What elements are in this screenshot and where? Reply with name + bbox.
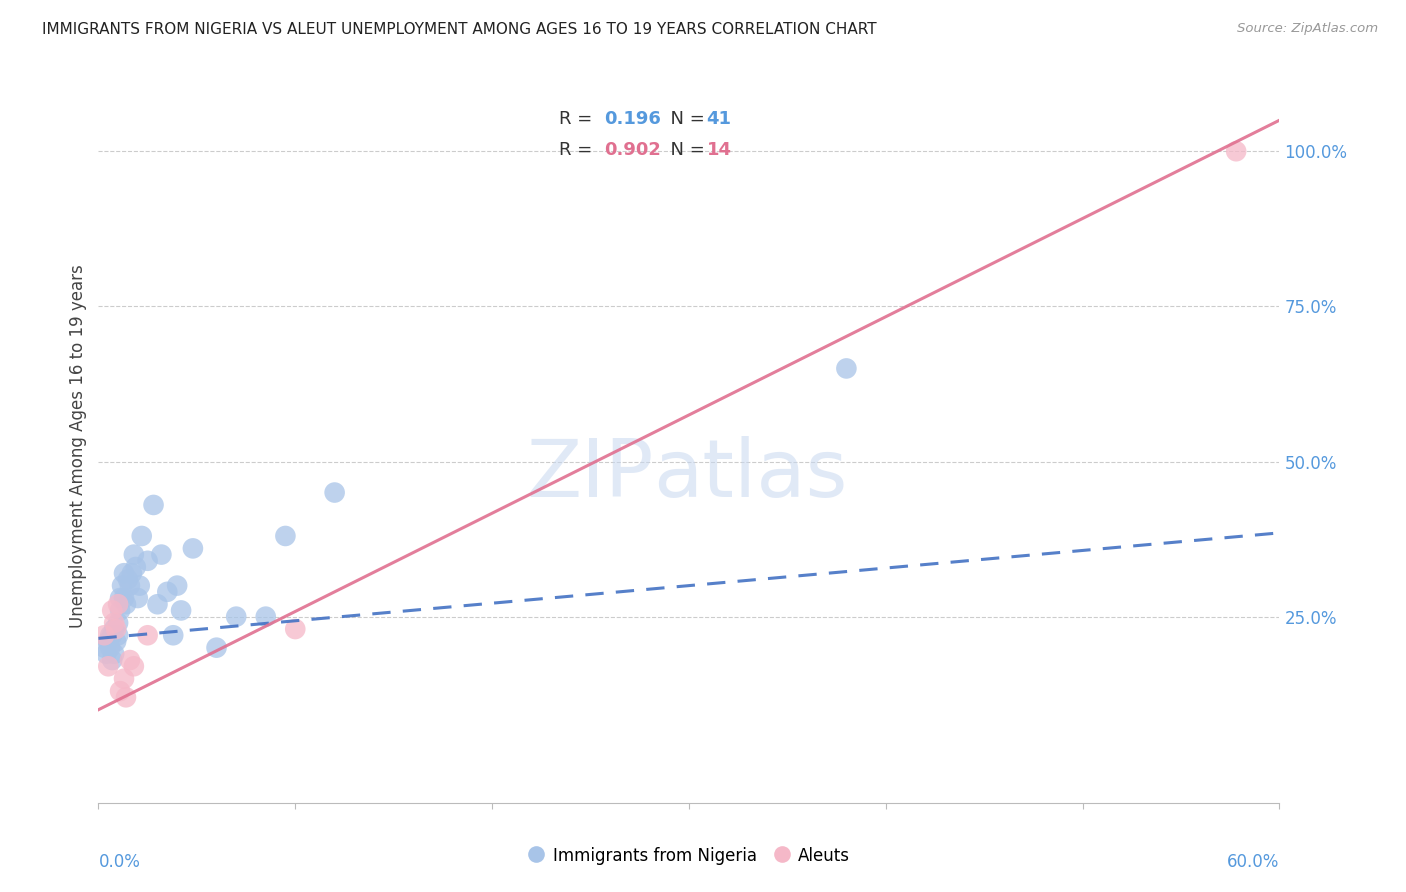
Point: [112, 566, 135, 581]
Point: [112, 591, 135, 605]
Point: [118, 653, 141, 667]
Point: [97, 659, 120, 673]
Text: ZIP: ZIP: [526, 435, 654, 514]
Legend: Immigrants from Nigeria, Aleuts: Immigrants from Nigeria, Aleuts: [519, 838, 859, 873]
Point: [97, 634, 120, 648]
Point: [122, 548, 145, 562]
Point: [128, 579, 150, 593]
Text: N =: N =: [659, 111, 711, 128]
Point: [117, 573, 139, 587]
Point: [103, 622, 125, 636]
Point: [108, 603, 131, 617]
Text: N =: N =: [659, 141, 711, 159]
Point: [125, 560, 148, 574]
Point: [284, 622, 307, 636]
Point: [835, 361, 858, 376]
Point: [131, 529, 153, 543]
Text: R =: R =: [560, 111, 598, 128]
Point: [105, 622, 128, 636]
Point: [205, 640, 228, 655]
Point: [181, 541, 204, 556]
Point: [93, 628, 115, 642]
Text: Source: ZipAtlas.com: Source: ZipAtlas.com: [1237, 22, 1378, 36]
Point: [142, 498, 165, 512]
Point: [162, 628, 184, 642]
Point: [103, 615, 125, 630]
Point: [127, 591, 149, 605]
Point: [112, 672, 135, 686]
Point: [107, 628, 129, 642]
Point: [108, 684, 131, 698]
Text: 0.196: 0.196: [605, 111, 661, 128]
Point: [98, 640, 121, 655]
Point: [254, 609, 277, 624]
Text: R =: R =: [560, 141, 598, 159]
Point: [170, 603, 193, 617]
Text: IMMIGRANTS FROM NIGERIA VS ALEUT UNEMPLOYMENT AMONG AGES 16 TO 19 YEARS CORRELAT: IMMIGRANTS FROM NIGERIA VS ALEUT UNEMPLO…: [42, 22, 877, 37]
Point: [118, 579, 141, 593]
Point: [108, 591, 131, 605]
Y-axis label: Unemployment Among Ages 16 to 19 years: Unemployment Among Ages 16 to 19 years: [69, 264, 87, 628]
Text: 60.0%: 60.0%: [1227, 853, 1279, 871]
Point: [101, 603, 124, 617]
Text: 41: 41: [707, 111, 731, 128]
Point: [103, 647, 125, 661]
Point: [150, 548, 173, 562]
Text: 14: 14: [707, 141, 731, 159]
Point: [121, 566, 143, 581]
Point: [225, 609, 247, 624]
Point: [323, 485, 346, 500]
Point: [105, 634, 128, 648]
Point: [107, 597, 129, 611]
Text: 0.902: 0.902: [605, 141, 661, 159]
Point: [122, 659, 145, 673]
Point: [274, 529, 297, 543]
Point: [136, 554, 159, 568]
Point: [101, 628, 124, 642]
Point: [107, 615, 129, 630]
Point: [115, 597, 138, 611]
Point: [96, 647, 118, 661]
Point: [111, 579, 134, 593]
Point: [115, 690, 138, 705]
Point: [1225, 145, 1247, 159]
Point: [136, 628, 159, 642]
Point: [93, 640, 115, 655]
Text: 0.0%: 0.0%: [98, 853, 141, 871]
Point: [98, 628, 121, 642]
Point: [101, 653, 124, 667]
Point: [156, 584, 179, 599]
Point: [166, 579, 188, 593]
Text: atlas: atlas: [654, 435, 848, 514]
Point: [146, 597, 169, 611]
